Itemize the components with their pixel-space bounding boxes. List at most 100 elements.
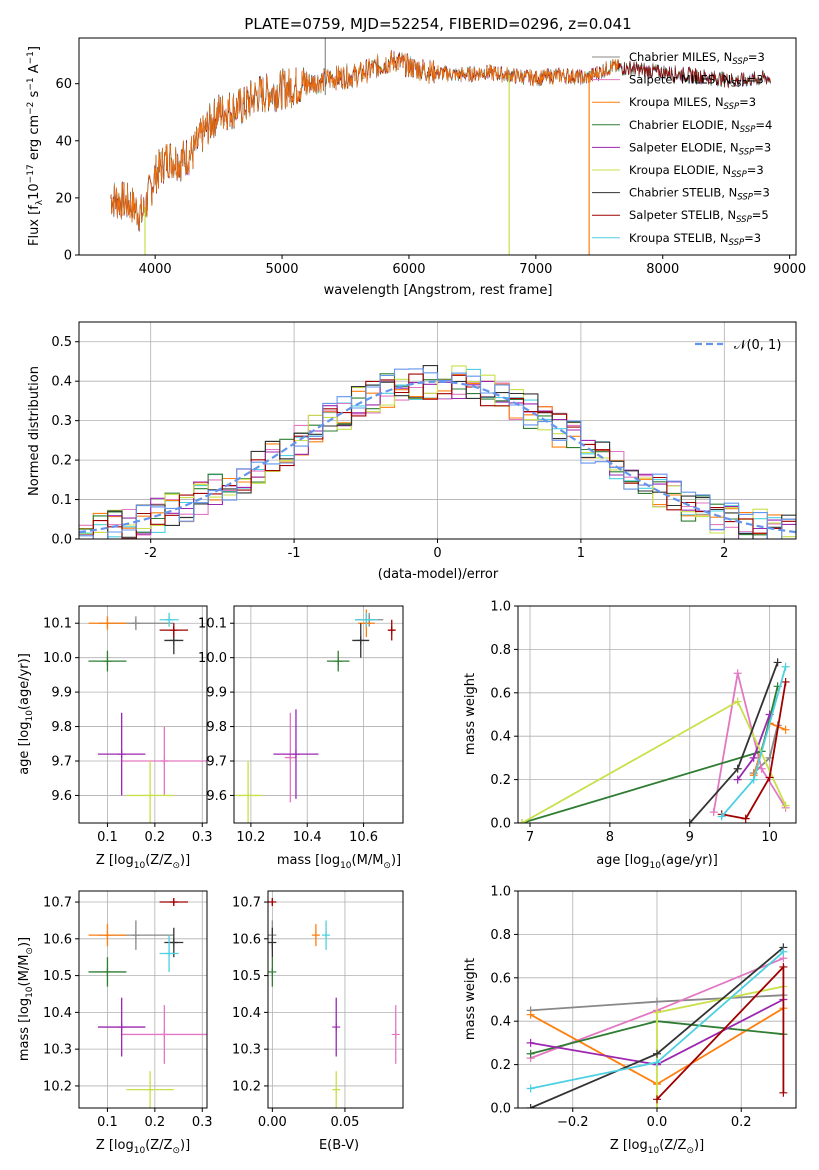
y-tick-label: 10.3 [232,1043,261,1058]
data-point [653,1095,661,1104]
y-axis-label: age [log10(age/yr)] [17,653,35,775]
data-point [717,812,726,821]
x-tick-label: 9 [686,830,694,845]
x-tick-label: 4000 [139,262,172,277]
y-tick-label: 0.1 [51,493,72,508]
data-point [291,750,300,759]
data-point [169,636,178,645]
legend-label: Salpeter STELIB, NSSP=5 [629,208,769,225]
x-tick-label: 10.2 [236,830,265,845]
x-tick-label: -2 [144,546,157,561]
y-tick-label: 9.6 [51,789,72,804]
data-point [117,750,126,759]
x-tick-label: 0.2 [145,830,166,845]
x-tick-label: 0.05 [330,1115,359,1130]
y-tick-label: 9.6 [206,789,227,804]
data-point [526,1104,535,1108]
y-tick-label: 0.2 [490,773,511,788]
data-point [391,1030,400,1039]
legend-label: Salpeter ELODIE, NSSP=3 [629,140,771,157]
y-tick-label: 20 [55,191,72,206]
y-axis-label: Flux [fλ10−17 erg cm−2 s−1 A−1] [26,46,45,246]
x-tick-label: 2 [720,546,728,561]
data-point [103,931,112,940]
data-point [781,725,790,734]
data-point [160,1030,169,1039]
x-tick-label: 0.2 [145,1115,166,1130]
axes-frame [233,605,404,824]
axes-mass-vs-EBV: 0.00 0.05 10.2 10.3 10.4 10.5 10.6 10.7 [232,890,404,1130]
y-tick-label: 0.6 [490,686,511,701]
data-point [749,775,758,784]
axes-age-vs-mass: 10.2 10.4 10.6 9.6 9.7 9.8 9.9 10.0 10.1 [198,605,404,845]
x-tick-label: 10.4 [293,830,322,845]
normal-curve [79,380,796,534]
x-tick-label: 7000 [519,262,552,277]
data-point [526,1084,535,1093]
x-tick-label: 0.00 [258,1115,287,1130]
y-tick-label: 10.1 [198,617,227,632]
y-tick-label: 0.4 [490,1015,511,1030]
x-tick-label: 10 [761,830,778,845]
series-line [656,985,784,1108]
y-tick-label: 10.4 [232,1006,261,1021]
axes-frame [78,37,797,256]
x-axis-label: age [log10(age/yr)] [596,853,718,871]
data-point [709,808,718,817]
x-tick-label: 0.1 [97,830,118,845]
x-tick-label: 5000 [265,262,298,277]
y-tick-label: 0.8 [490,643,511,658]
plot-area-age-vs-Z [88,612,207,823]
x-axis-label: Z [log10(Z/Z⊙)] [610,1138,704,1156]
x-axis-label: Z [log10(Z/Z⊙)] [96,1138,190,1156]
y-tick-label: 10.1 [43,617,72,632]
y-tick-label: 10.5 [232,969,261,984]
data-point [169,938,178,947]
y-tick-label: 10.0 [43,651,72,666]
histogram-step [79,373,796,539]
data-point [362,615,371,624]
y-axis-label: Normed distribution [27,366,42,496]
x-tick-label: 6000 [392,262,425,277]
data-point [653,1104,661,1108]
series-line [521,700,787,823]
data-point [526,1010,535,1019]
x-axis-label: E(B-V) [319,1138,359,1153]
y-tick-label: 40 [55,134,72,149]
data-point [653,1058,661,1067]
x-tick-label: 0.0 [647,1115,668,1130]
y-tick-label: 9.9 [51,686,72,701]
plot-area-mass-vs-Z [88,898,207,1108]
legend-label: Chabrier MILES, NSSP=3 [629,50,765,67]
data-point [146,1085,155,1094]
data-point [779,1088,788,1097]
data-point [757,764,766,773]
y-tick-label: 0.6 [490,971,511,986]
y-tick-label: 10.0 [198,651,227,666]
data-point [268,938,277,947]
y-tick-label: 9.7 [206,755,227,770]
y-tick-label: 10.2 [232,1079,261,1094]
y-tick-label: 9.8 [51,720,72,735]
data-point [286,753,295,762]
y-tick-label: 0.0 [490,817,511,832]
spectrum-line [110,50,619,229]
legend-label: Kroupa STELIB, NSSP=3 [629,231,761,248]
data-point [765,773,774,782]
histogram-step [79,368,796,539]
data-point [779,962,788,971]
plot-area-spectrum [110,38,771,255]
data-point [685,819,694,823]
y-tick-label: 10.7 [43,896,72,911]
x-tick-label: 1 [577,546,585,561]
y-tick-label: 0 [64,249,72,264]
data-point [160,757,169,765]
y-tick-label: 10.7 [232,896,261,911]
axes-frame [517,605,797,824]
x-tick-label: 10.6 [349,830,378,845]
data-point [779,947,788,956]
data-point [733,775,742,784]
y-tick-label: 0.5 [51,335,72,350]
y-tick-label: 0.0 [490,1102,511,1117]
